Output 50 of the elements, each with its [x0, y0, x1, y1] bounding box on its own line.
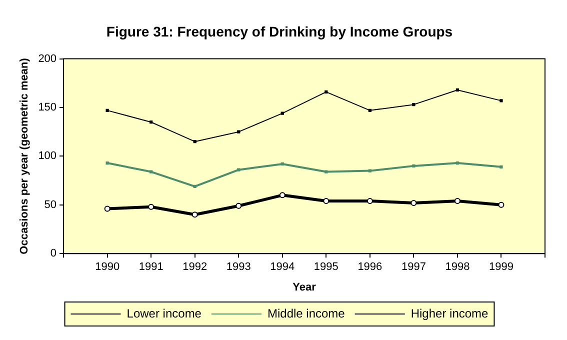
y-tick-label: 200	[38, 52, 57, 65]
point	[237, 168, 240, 172]
x-tick-label: 1994	[270, 261, 295, 274]
legend-label: Middle income	[267, 306, 346, 320]
y-tick-label: 100	[38, 150, 57, 162]
legend-label: Higher income	[410, 306, 489, 320]
point	[498, 202, 504, 208]
x-axis-title: Year	[292, 281, 317, 294]
point	[368, 108, 372, 112]
point	[193, 184, 196, 188]
y-tick-label: 50	[44, 198, 57, 211]
x-tick-label: 1990	[95, 261, 120, 274]
point	[456, 161, 460, 165]
point	[280, 162, 284, 166]
point	[192, 212, 198, 218]
point	[150, 170, 153, 174]
point	[104, 206, 110, 212]
x-tick-label: 1991	[138, 261, 164, 274]
point	[500, 165, 503, 168]
point	[279, 192, 286, 198]
x-tick-label: 1998	[445, 261, 470, 274]
legend-label: Lower income	[126, 306, 202, 320]
point	[106, 161, 109, 165]
x-tick-label: 1996	[358, 261, 382, 274]
point	[280, 112, 284, 115]
point	[237, 130, 240, 134]
chart-title: Figure 31: Frequency of Drinking by Income Groups	[106, 23, 453, 40]
point	[236, 202, 242, 209]
point	[324, 170, 328, 174]
x-tick-label: 1997	[401, 261, 426, 274]
point	[454, 198, 460, 204]
y-tick-label: 150	[38, 102, 57, 114]
point	[148, 204, 154, 210]
y-axis-title: Occasions per year (geometric mean)	[18, 58, 31, 254]
point	[324, 90, 328, 94]
point	[106, 108, 109, 112]
x-tick-label: 1993	[226, 261, 251, 274]
point	[456, 88, 460, 92]
point	[412, 164, 416, 168]
point	[323, 198, 330, 204]
x-tick-label: 1995	[314, 261, 338, 274]
y-tick-label: 0	[50, 248, 57, 260]
point	[368, 169, 372, 172]
point	[193, 140, 196, 144]
x-tick-label: 1992	[182, 261, 208, 274]
point	[412, 103, 416, 106]
point	[500, 99, 503, 102]
x-tick-label: 1999	[488, 261, 514, 274]
point	[150, 120, 153, 124]
point	[410, 200, 417, 206]
